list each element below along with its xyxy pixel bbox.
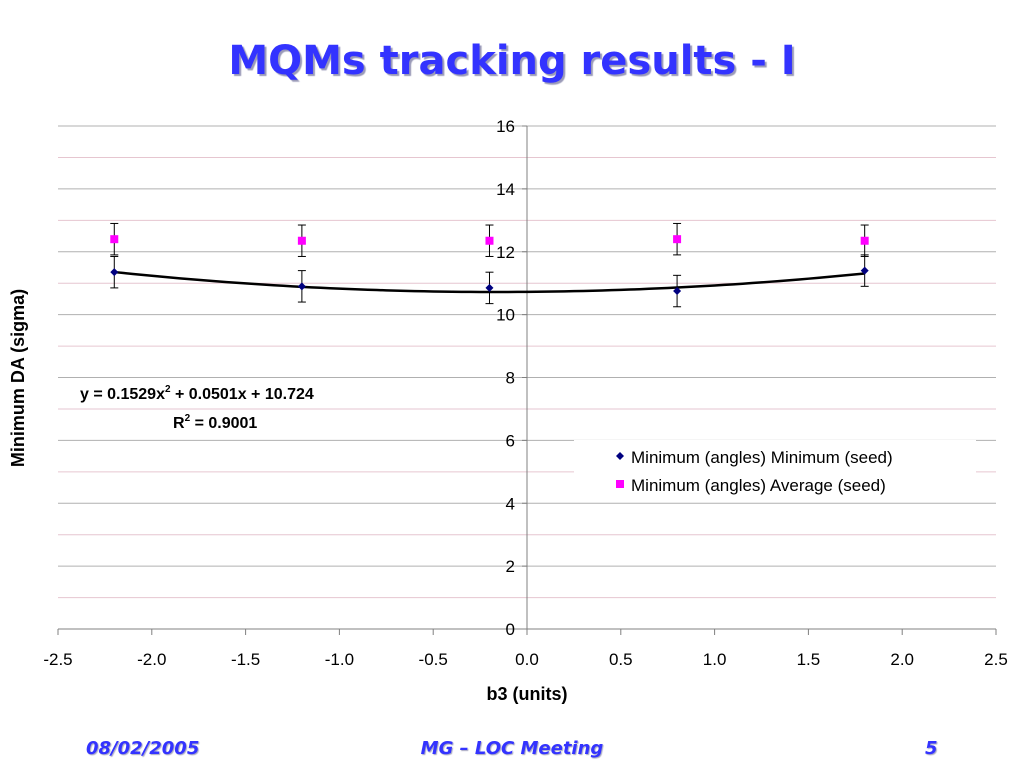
legend-marker-diamond: [616, 452, 624, 460]
svg-text:y = 0.1529x2 + 0.0501x + 10.72: y = 0.1529x2 + 0.0501x + 10.724: [80, 384, 314, 403]
equation-superscript: 2: [165, 384, 171, 395]
y-tick-label: 8: [506, 369, 515, 388]
x-tick-label: -1.0: [325, 650, 354, 669]
legend-label: Minimum (angles) Minimum (seed): [631, 448, 893, 467]
x-axis-label: b3 (units): [487, 684, 568, 704]
r2-text: R: [173, 415, 185, 432]
ticks: 0 2 4 6 8 10 12 14 16 -2.5 -2.0 -1.5 -1.0 -0.5 0.0 0.5 1…: [43, 117, 1007, 669]
y-tick-label: 16: [496, 117, 515, 136]
data-point-average: [860, 236, 869, 245]
x-tick-label: 0.0: [515, 650, 539, 669]
x-tick-label: -0.5: [419, 650, 448, 669]
data-point-minimum: [110, 268, 119, 277]
x-tick-label: 2.0: [890, 650, 914, 669]
data-point-minimum: [860, 266, 869, 275]
slide-title: MQMs tracking results - I: [228, 38, 796, 84]
data-point-average: [673, 235, 682, 244]
y-tick-label: 10: [496, 306, 515, 325]
data-point-minimum: [673, 287, 682, 296]
r2-superscript: 2: [185, 413, 191, 424]
svg-text:R2 = 0.9001: R2 = 0.9001: [173, 413, 257, 432]
x-tick-label: -2.0: [137, 650, 166, 669]
y-tick-label: 2: [506, 557, 515, 576]
trendline-equation: y = 0.1529x2 + 0.0501x + 10.724 R2 = 0.9…: [80, 384, 314, 432]
x-tick-label: -1.5: [231, 650, 260, 669]
y-tick-label: 12: [496, 243, 515, 262]
legend-item: Minimum (angles) Minimum (seed): [616, 448, 893, 467]
legend-label: Minimum (angles) Average (seed): [631, 476, 886, 495]
footer-page-number: 5: [925, 738, 938, 759]
y-tick-label: 0: [506, 620, 515, 639]
legend-marker-square: [616, 480, 624, 488]
legend-item: Minimum (angles) Average (seed): [616, 476, 886, 495]
data-point-average: [110, 235, 119, 244]
equation-rest: + 0.0501x + 10.724: [171, 386, 314, 403]
data-marks: [110, 222, 869, 308]
x-tick-label: -2.5: [43, 650, 72, 669]
data-point-average: [485, 236, 494, 245]
x-tick-label: 1.5: [797, 650, 821, 669]
x-tick-label: 2.5: [984, 650, 1008, 669]
legend: Minimum (angles) Minimum (seed) Minimum …: [574, 440, 976, 502]
data-point-minimum: [485, 283, 494, 292]
footer-date: 08/02/2005: [86, 738, 200, 759]
x-tick-label: 1.0: [703, 650, 727, 669]
data-point-average: [297, 236, 306, 245]
y-tick-label: 14: [496, 180, 515, 199]
y-tick-label: 6: [506, 431, 515, 450]
y-axis-label: Minimum DA (sigma): [8, 289, 28, 467]
equation-text: y = 0.1529x: [80, 386, 165, 403]
footer-meeting: MG – LOC Meeting: [420, 738, 604, 759]
x-tick-label: 0.5: [609, 650, 633, 669]
data-point-minimum: [297, 282, 306, 291]
r2-rest: = 0.9001: [190, 415, 257, 432]
y-tick-label: 4: [506, 494, 515, 513]
